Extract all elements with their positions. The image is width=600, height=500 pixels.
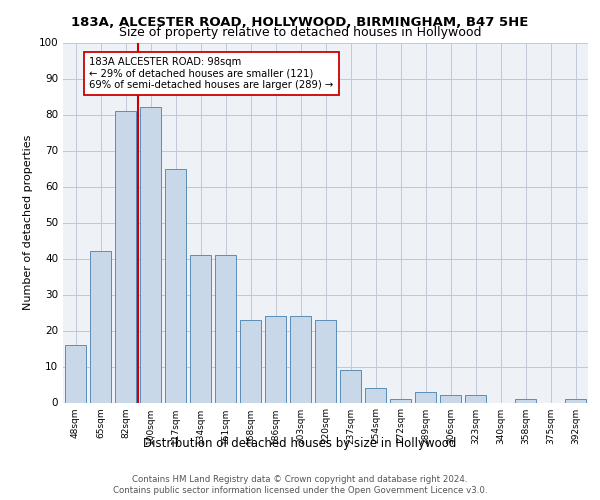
Bar [440, 396, 461, 402]
Bar [265, 316, 286, 402]
Bar [115, 111, 136, 403]
Bar [90, 252, 111, 402]
Text: 183A, ALCESTER ROAD, HOLLYWOOD, BIRMINGHAM, B47 5HE: 183A, ALCESTER ROAD, HOLLYWOOD, BIRMINGH… [71, 16, 529, 29]
Bar [340, 370, 361, 402]
Bar [65, 345, 86, 403]
Bar [415, 392, 436, 402]
Bar [390, 399, 411, 402]
Bar [190, 255, 211, 402]
Text: Contains public sector information licensed under the Open Government Licence v3: Contains public sector information licen… [113, 486, 487, 495]
Bar [240, 320, 261, 402]
Bar [290, 316, 311, 402]
Text: Size of property relative to detached houses in Hollywood: Size of property relative to detached ho… [119, 26, 481, 39]
Text: Contains HM Land Registry data © Crown copyright and database right 2024.: Contains HM Land Registry data © Crown c… [132, 474, 468, 484]
Bar [315, 320, 336, 402]
Y-axis label: Number of detached properties: Number of detached properties [23, 135, 33, 310]
Bar [465, 396, 486, 402]
Bar [565, 399, 586, 402]
Text: Distribution of detached houses by size in Hollywood: Distribution of detached houses by size … [143, 438, 457, 450]
Bar [140, 108, 161, 403]
Bar [515, 399, 536, 402]
Bar [365, 388, 386, 402]
Text: 183A ALCESTER ROAD: 98sqm
← 29% of detached houses are smaller (121)
69% of semi: 183A ALCESTER ROAD: 98sqm ← 29% of detac… [89, 57, 334, 90]
Bar [165, 168, 186, 402]
Bar [215, 255, 236, 402]
